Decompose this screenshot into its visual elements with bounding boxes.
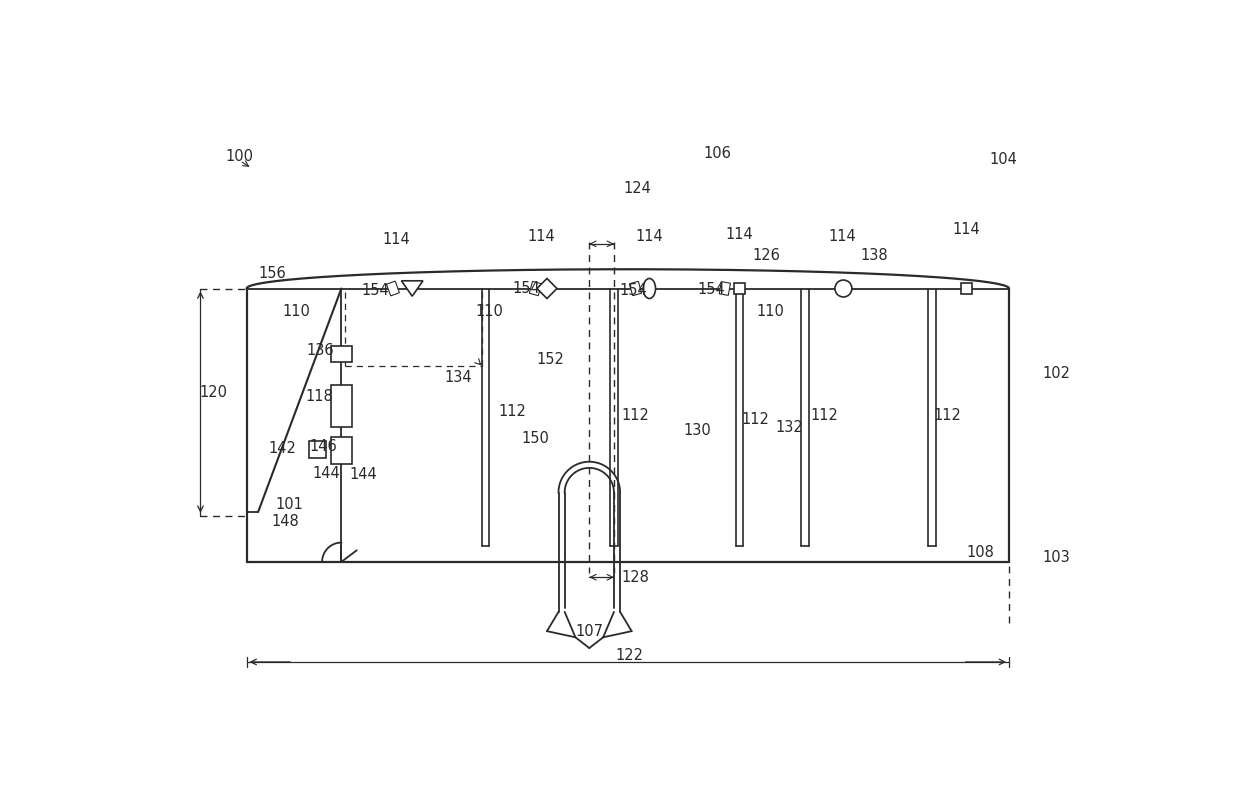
Bar [529,282,542,296]
Text: 136: 136 [306,342,334,358]
Text: 103: 103 [1042,550,1070,566]
Text: 154: 154 [619,282,647,298]
Text: 114: 114 [828,230,856,245]
Text: 144: 144 [350,467,377,482]
Text: 102: 102 [1042,366,1070,381]
Bar [331,346,352,362]
Text: 144: 144 [312,466,340,481]
Text: 150: 150 [522,431,549,446]
Text: 128: 128 [621,570,650,585]
Text: 122: 122 [615,648,644,663]
Text: 101: 101 [275,497,303,512]
Text: 118: 118 [306,389,334,404]
Text: 112: 112 [934,408,961,423]
Bar [961,283,972,294]
Text: 154: 154 [361,282,389,298]
Bar [309,441,326,458]
Text: 106: 106 [703,146,732,162]
Ellipse shape [644,278,656,298]
Bar [387,281,399,296]
Text: 142: 142 [269,441,296,456]
Text: 146: 146 [310,439,337,454]
Bar [630,282,641,296]
Text: 112: 112 [742,412,770,427]
Text: 114: 114 [528,230,556,245]
Text: 110: 110 [756,304,784,319]
Text: 107: 107 [575,624,604,638]
Text: 124: 124 [624,181,651,196]
Text: 114: 114 [383,233,410,247]
Text: 138: 138 [861,248,888,263]
Polygon shape [402,281,423,296]
Bar [719,282,730,295]
Text: 148: 148 [272,514,299,529]
Polygon shape [537,278,557,298]
Text: 120: 120 [200,385,228,400]
Text: 126: 126 [753,248,780,263]
Text: 130: 130 [683,423,711,438]
Circle shape [835,280,852,297]
Text: 108: 108 [966,545,994,560]
Text: 134: 134 [445,370,472,385]
Text: 156: 156 [258,266,286,281]
Text: 104: 104 [990,152,1018,166]
Text: 132: 132 [776,419,804,434]
Text: 112: 112 [498,404,526,419]
Text: 100: 100 [226,149,254,163]
Text: 110: 110 [475,304,503,319]
Text: 154: 154 [512,281,541,296]
Bar [734,282,745,294]
Text: 112: 112 [810,408,838,423]
Text: 114: 114 [725,227,754,242]
Bar [331,437,352,464]
Bar [331,385,352,427]
Text: 110: 110 [283,304,311,319]
Text: 152: 152 [537,352,564,367]
Text: 112: 112 [621,408,650,423]
Text: 114: 114 [635,230,663,245]
Text: 114: 114 [952,222,981,238]
Text: 154: 154 [697,282,725,297]
